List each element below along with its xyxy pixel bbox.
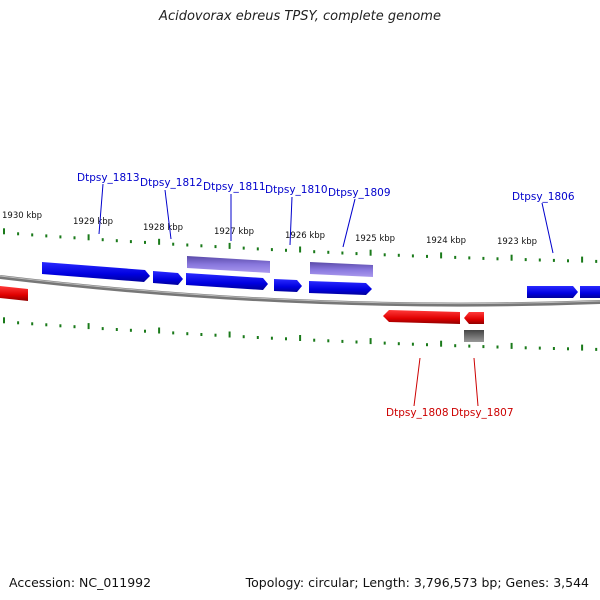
scale-label-1925: 1925 kbp xyxy=(355,234,395,244)
leader-dtpsy-1810 xyxy=(289,196,293,246)
label-dtpsy-1813[interactable]: Dtpsy_1813 xyxy=(77,172,140,184)
label-dtpsy-1812[interactable]: Dtpsy_1812 xyxy=(140,177,203,189)
leader-dtpsy-1808 xyxy=(413,357,421,407)
gene-dtpsy-1811[interactable] xyxy=(186,273,268,290)
leader-dtpsy-1813 xyxy=(98,183,104,235)
scale-label-1930: 1930 kbp xyxy=(2,211,42,221)
label-dtpsy-1809[interactable]: Dtpsy_1809 xyxy=(328,187,391,199)
label-dtpsy-1811[interactable]: Dtpsy_1811 xyxy=(203,181,266,193)
genome-backbone xyxy=(0,275,600,307)
gene-dtpsy-1806[interactable] xyxy=(527,286,578,298)
scale-label-1929: 1929 kbp xyxy=(73,217,113,227)
upper-scale-ticks xyxy=(3,228,598,263)
gene-dtpsy-1808[interactable] xyxy=(383,310,460,324)
label-dtpsy-1808[interactable]: Dtpsy_1808 xyxy=(386,407,449,419)
leader-dtpsy-1812 xyxy=(164,189,172,240)
feature-gray[interactable] xyxy=(464,330,484,342)
label-dtpsy-1806[interactable]: Dtpsy_1806 xyxy=(512,191,575,203)
feature-purple-1[interactable] xyxy=(187,256,270,273)
feature-purple-2[interactable] xyxy=(310,262,373,277)
genome-backbone-highlight xyxy=(0,275,600,305)
label-dtpsy-1807[interactable]: Dtpsy_1807 xyxy=(451,407,514,419)
scale-label-1924: 1924 kbp xyxy=(426,236,466,246)
scale-label-1927: 1927 kbp xyxy=(214,227,254,237)
scale-label-1928: 1928 kbp xyxy=(143,223,183,233)
gene-dtpsy-1807[interactable] xyxy=(464,312,484,324)
leader-dtpsy-1809 xyxy=(342,198,356,248)
accession-text: Accession: NC_011992 xyxy=(9,575,152,590)
leader-dtpsy-1806 xyxy=(541,202,554,254)
lower-scale-ticks xyxy=(3,317,598,351)
scale-label-1926: 1926 kbp xyxy=(285,231,325,241)
leader-dtpsy-1807 xyxy=(473,357,479,407)
scale-label-1923: 1923 kbp xyxy=(497,237,537,247)
map-title: Acidovorax ebreus TPSY, complete genome xyxy=(159,9,441,24)
genome-summary-text: Topology: circular; Length: 3,796,573 bp… xyxy=(245,575,589,590)
gene-right-edge[interactable] xyxy=(580,286,600,298)
gene-dtpsy-1813[interactable] xyxy=(42,262,150,282)
gene-dtpsy-1812[interactable] xyxy=(153,271,183,285)
gene-dtpsy-1809[interactable] xyxy=(309,281,372,295)
label-dtpsy-1810[interactable]: Dtpsy_1810 xyxy=(265,184,328,196)
gene-left-edge-red[interactable] xyxy=(0,286,28,301)
gene-dtpsy-1810[interactable] xyxy=(274,279,302,292)
